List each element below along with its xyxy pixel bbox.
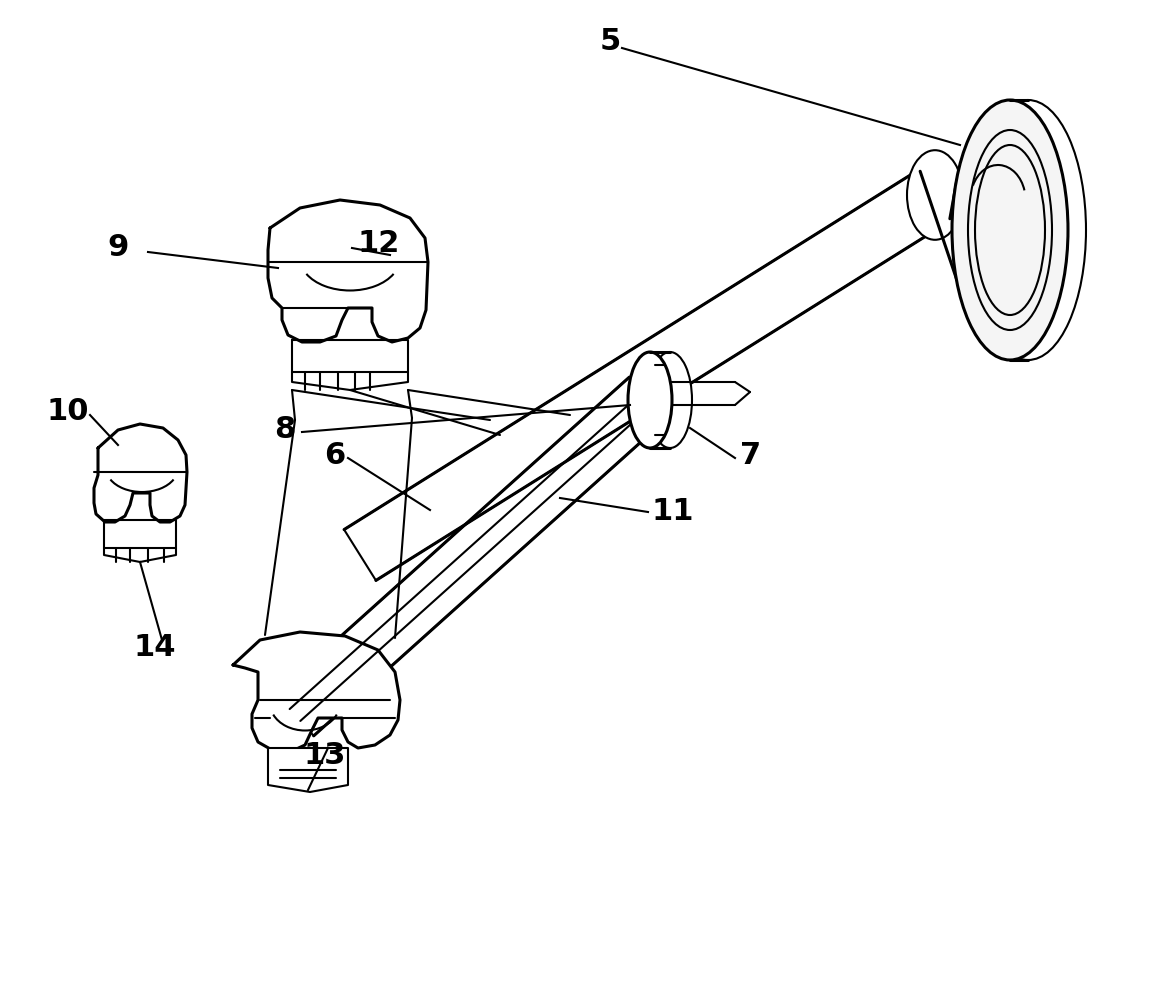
Text: 7: 7 [740, 440, 761, 469]
Text: 8: 8 [274, 415, 296, 444]
Ellipse shape [648, 352, 692, 448]
Ellipse shape [628, 352, 672, 448]
Ellipse shape [970, 100, 1087, 360]
Text: 9: 9 [107, 233, 129, 262]
Polygon shape [94, 424, 186, 522]
Text: 10: 10 [47, 397, 90, 426]
Polygon shape [292, 340, 407, 390]
Text: 6: 6 [325, 440, 345, 469]
Polygon shape [344, 169, 951, 581]
Text: 5: 5 [600, 27, 620, 56]
Ellipse shape [975, 145, 1045, 315]
Polygon shape [276, 377, 666, 736]
Polygon shape [104, 520, 176, 562]
Polygon shape [268, 748, 348, 792]
Polygon shape [233, 632, 401, 752]
Text: 11: 11 [651, 497, 694, 527]
Polygon shape [268, 200, 428, 342]
Ellipse shape [952, 100, 1068, 360]
Text: 12: 12 [358, 228, 401, 257]
Ellipse shape [968, 130, 1052, 330]
Text: 13: 13 [304, 741, 346, 770]
Text: 14: 14 [134, 634, 176, 663]
Ellipse shape [907, 150, 963, 240]
